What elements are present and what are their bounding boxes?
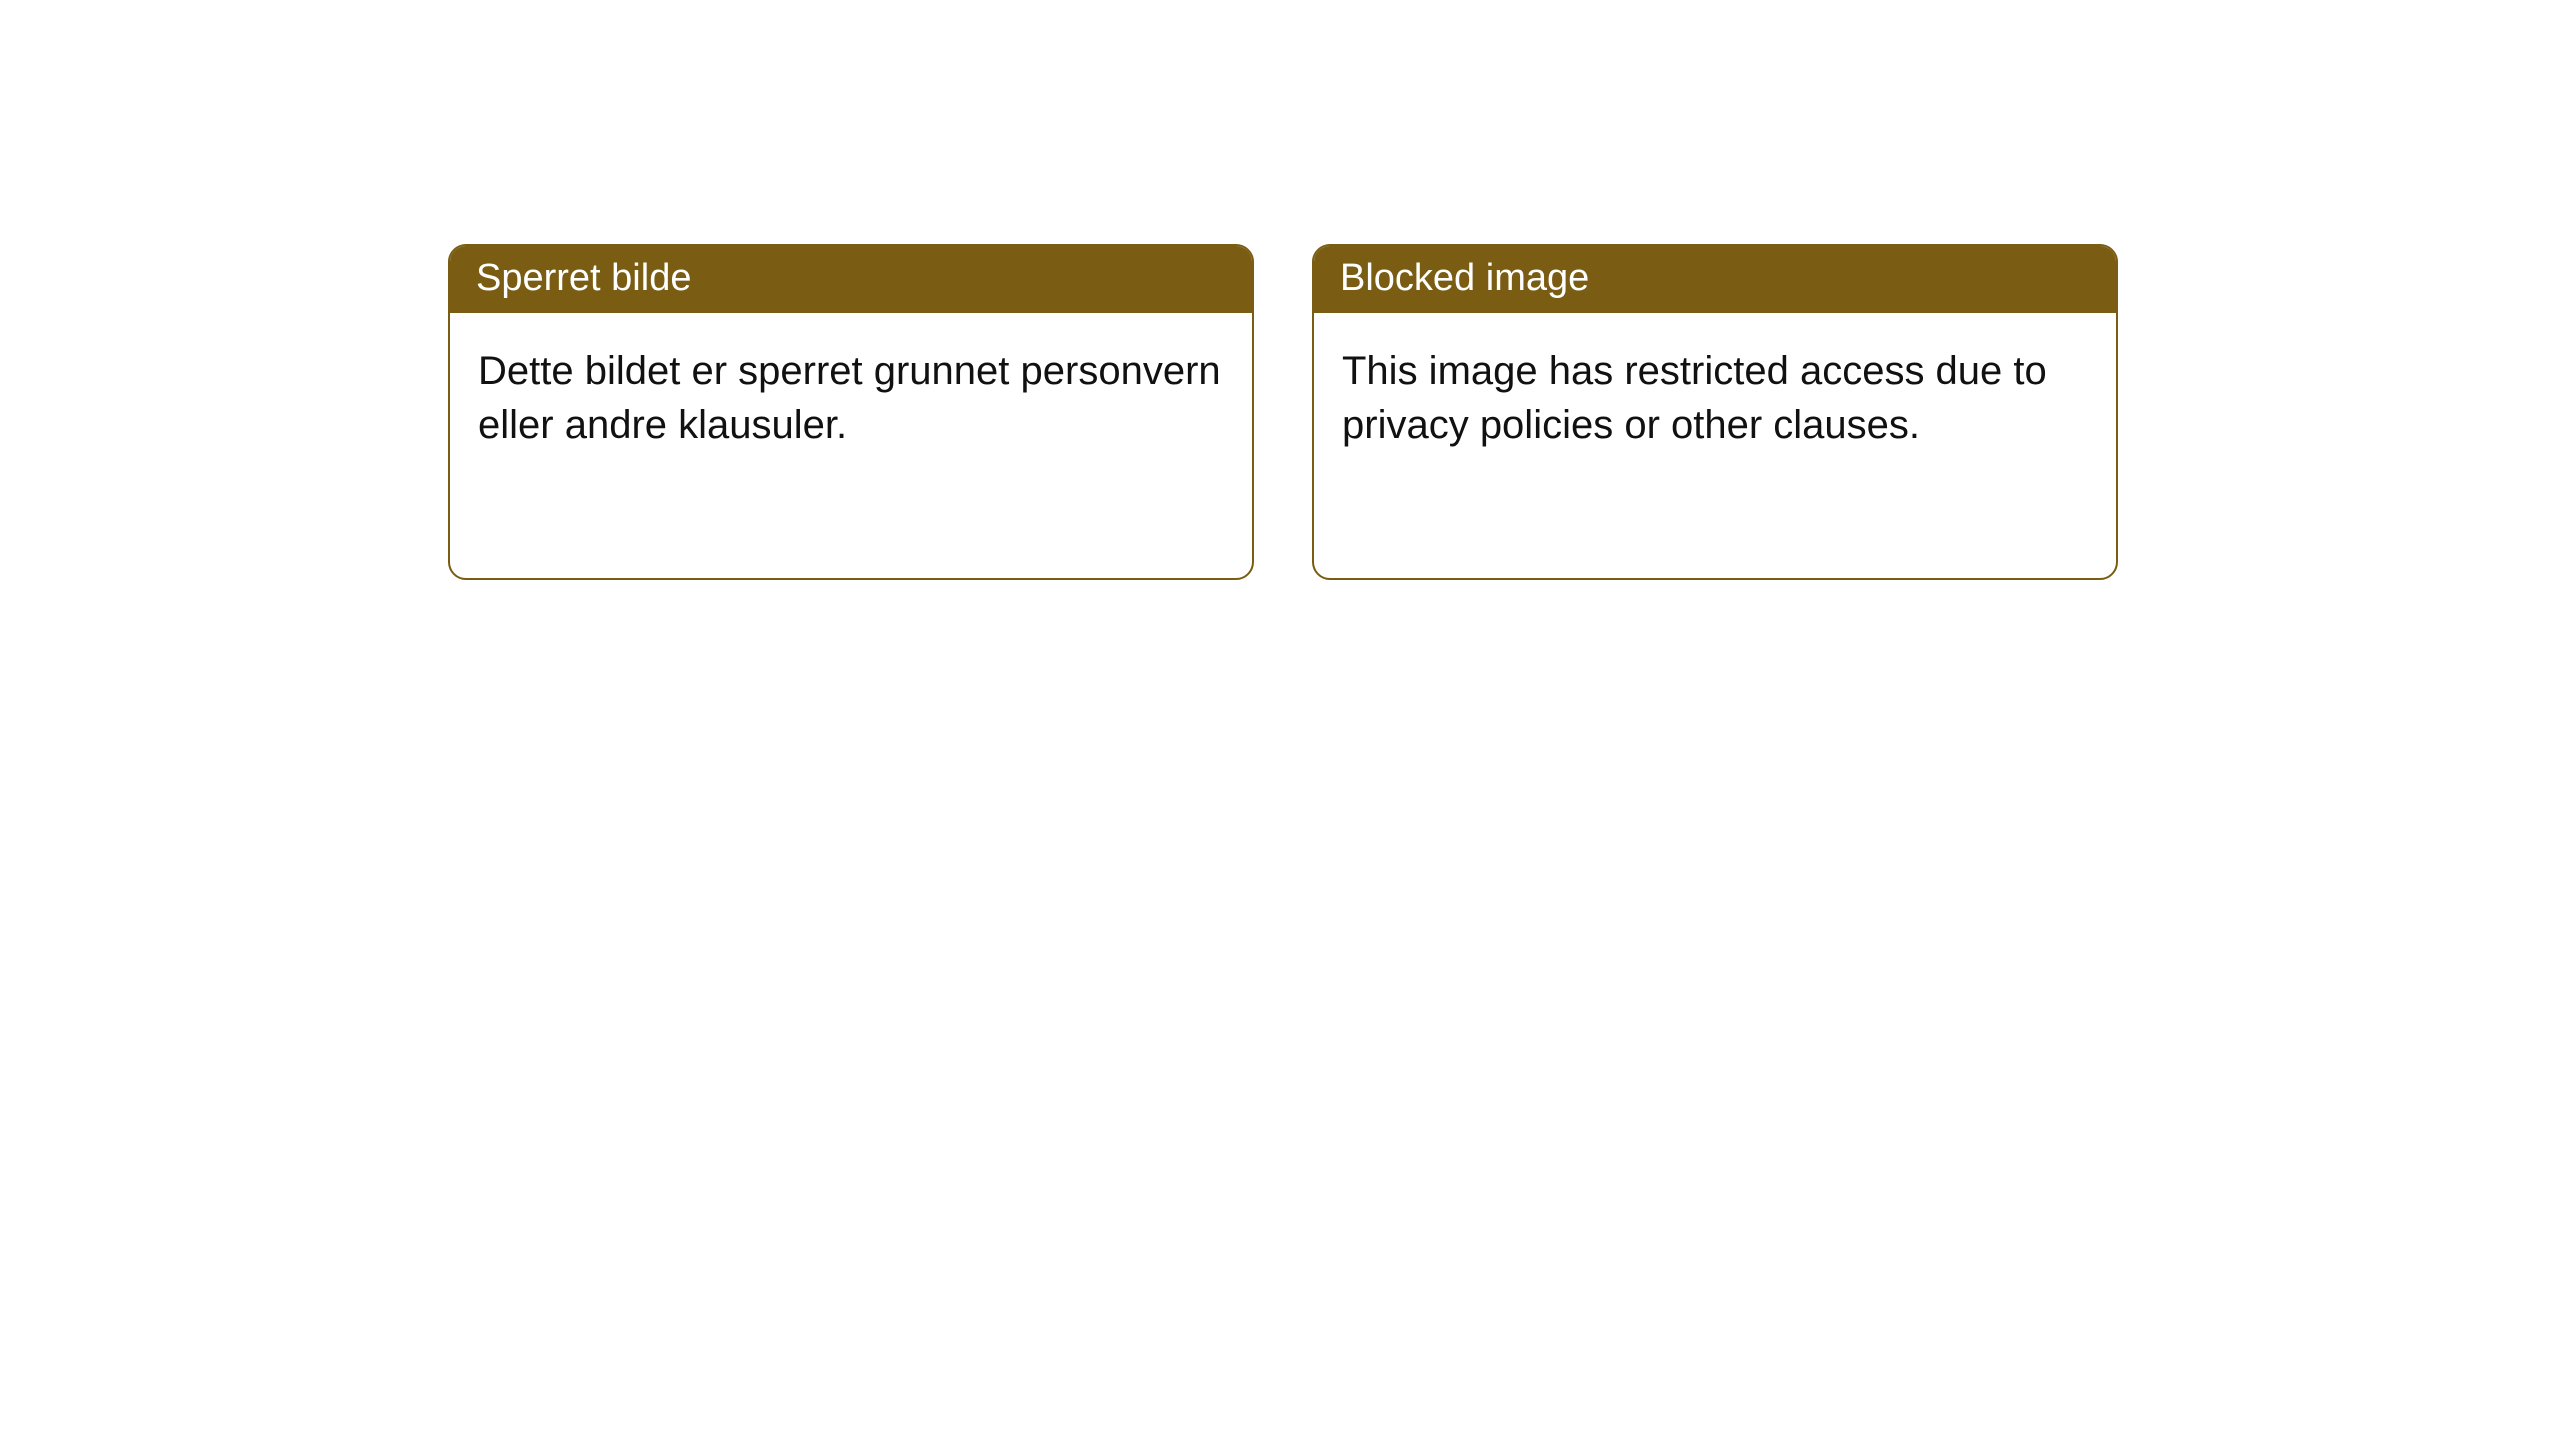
- card-body-text: Dette bildet er sperret grunnet personve…: [450, 313, 1252, 483]
- card-title: Sperret bilde: [450, 246, 1252, 313]
- notice-cards-container: Sperret bilde Dette bildet er sperret gr…: [0, 0, 2560, 580]
- card-body-text: This image has restricted access due to …: [1314, 313, 2116, 483]
- notice-card-norwegian: Sperret bilde Dette bildet er sperret gr…: [448, 244, 1254, 580]
- card-title: Blocked image: [1314, 246, 2116, 313]
- notice-card-english: Blocked image This image has restricted …: [1312, 244, 2118, 580]
